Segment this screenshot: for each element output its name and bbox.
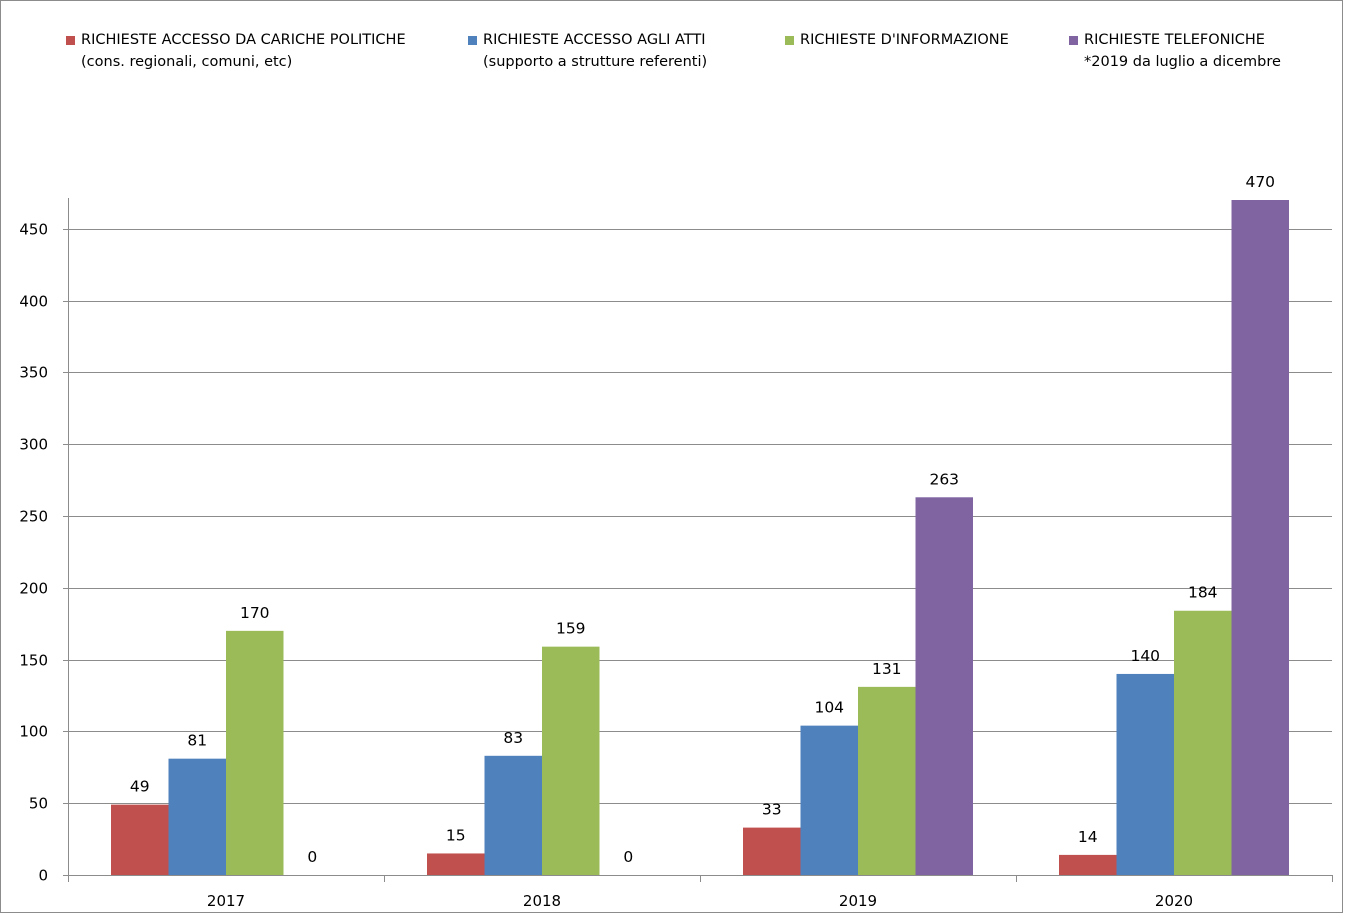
legend-series-note: *2019 da luglio a dicembre (1084, 54, 1281, 70)
data-label: 104 (814, 699, 844, 717)
legend-series-note: (cons. regionali, comuni, etc) (81, 54, 293, 70)
y-tick-label: 100 (19, 723, 48, 741)
y-tick-label: 300 (19, 436, 48, 454)
data-label: 49 (130, 778, 150, 796)
legend-series-name: RICHIESTE ACCESSO DA CARICHE POLITICHE (81, 32, 406, 48)
x-category-label: 2020 (1155, 892, 1193, 910)
legend-label: RICHIESTE D'INFORMAZIONE (800, 29, 1009, 51)
y-tick-label: 50 (29, 795, 48, 813)
bar-2018-series-1 (427, 853, 485, 875)
data-label: 0 (623, 848, 633, 866)
data-label: 170 (240, 604, 270, 622)
bar-2018-series-2 (484, 755, 542, 875)
legend-swatch (66, 36, 75, 45)
bar-2017-series-3 (226, 630, 284, 875)
y-tick-label: 350 (19, 364, 48, 382)
bar-2020-series-1 (1059, 854, 1117, 875)
bar-2020-series-3 (1174, 610, 1232, 875)
x-category-label: 2018 (523, 892, 561, 910)
legend-label: RICHIESTE TELEFONICHE *2019 da luglio a d… (1084, 29, 1281, 73)
legend-series-name: RICHIESTE ACCESSO AGLI ATTI (483, 32, 706, 48)
bar-2017-series-1 (111, 804, 169, 875)
data-label: 470 (1245, 173, 1275, 191)
bar-2019-series-4 (915, 497, 973, 875)
bar-2020-series-2 (1116, 673, 1174, 875)
legend-series-name: RICHIESTE TELEFONICHE (1084, 32, 1265, 48)
bar-2019-series-2 (800, 725, 858, 875)
legend-label: RICHIESTE ACCESSO AGLI ATTI (supporto a s… (483, 29, 707, 73)
data-label: 0 (307, 848, 317, 866)
x-category-label: 2017 (207, 892, 245, 910)
data-label: 140 (1130, 647, 1160, 665)
data-label: 15 (446, 826, 466, 844)
y-tick-label: 450 (19, 221, 48, 239)
legend-series-note: (supporto a strutture referenti) (483, 54, 708, 70)
legend-swatch (785, 36, 794, 45)
data-label: 14 (1078, 828, 1098, 846)
data-label: 184 (1188, 584, 1218, 602)
y-tick-label: 200 (19, 580, 48, 598)
legend-swatch (1069, 36, 1078, 45)
legend-swatch (468, 36, 477, 45)
data-label: 263 (929, 470, 959, 488)
y-tick-label: 250 (19, 508, 48, 526)
bar-2020-series-4 (1231, 200, 1289, 875)
bar-2019-series-1 (743, 827, 801, 875)
y-tick-label: 150 (19, 652, 48, 670)
bar-2018-series-3 (542, 646, 600, 875)
bar-2017-series-2 (168, 758, 226, 875)
legend-series-name: RICHIESTE D'INFORMAZIONE (800, 32, 1009, 48)
data-label: 131 (872, 660, 902, 678)
data-label: 81 (187, 732, 207, 750)
bar-2019-series-3 (858, 686, 916, 875)
x-category-label: 2019 (839, 892, 877, 910)
y-tick-label: 400 (19, 293, 48, 311)
legend-label: RICHIESTE ACCESSO DA CARICHE POLITICHE (c… (81, 29, 406, 73)
data-label: 159 (556, 620, 586, 638)
y-tick-label: 0 (38, 867, 48, 885)
data-label: 83 (503, 729, 523, 747)
data-label: 33 (762, 801, 782, 819)
